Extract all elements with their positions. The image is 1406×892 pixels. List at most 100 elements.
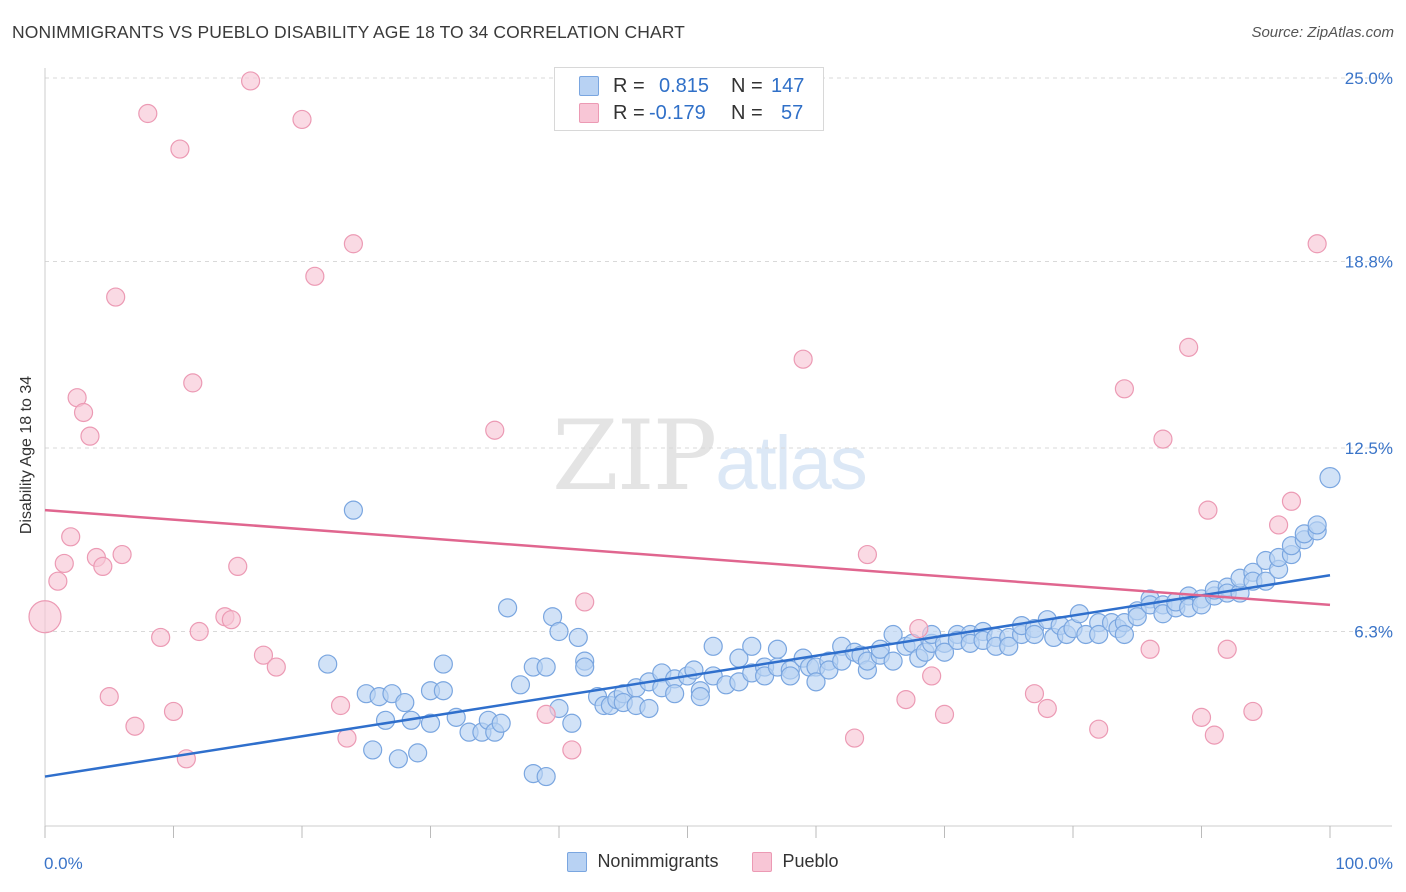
point-nonimmigrants bbox=[1089, 624, 1109, 645]
point-pueblo bbox=[1268, 515, 1289, 535]
point-pueblo bbox=[1024, 684, 1045, 704]
point-pueblo bbox=[1179, 337, 1199, 357]
point-nonimmigrants bbox=[575, 657, 595, 677]
point-pueblo bbox=[112, 544, 132, 565]
legend-label-pueblo: Pueblo bbox=[782, 851, 839, 871]
point-pueblo bbox=[48, 571, 68, 591]
point-nonimmigrants bbox=[1114, 624, 1135, 645]
point-nonimmigrants bbox=[343, 500, 363, 520]
point-pueblo bbox=[1191, 707, 1212, 727]
point-nonimmigrants bbox=[1307, 515, 1327, 535]
legend-label-nonimmigrants: Nonimmigrants bbox=[597, 851, 719, 871]
point-pueblo bbox=[1243, 701, 1263, 722]
correlation-legend: R = 0.815 N = 147 R = -0.179 N = 57 bbox=[554, 67, 824, 131]
point-nonimmigrants bbox=[780, 666, 800, 686]
y-tick-label: 6.3% bbox=[1354, 623, 1393, 642]
legend-item-nonimmigrants: Nonimmigrants bbox=[567, 851, 718, 872]
legend-r-value-pueblo: -0.179 bbox=[649, 101, 706, 124]
y-tick-label: 18.8% bbox=[1345, 253, 1393, 272]
point-nonimmigrants bbox=[1024, 624, 1045, 645]
point-nonimmigrants bbox=[363, 740, 383, 760]
point-nonimmigrants bbox=[999, 636, 1019, 656]
point-nonimmigrants bbox=[665, 684, 685, 704]
point-pueblo bbox=[61, 527, 81, 547]
point-nonimmigrants bbox=[491, 713, 511, 733]
x-tick-label: 0.0% bbox=[44, 854, 83, 873]
point-nonimmigrants bbox=[536, 657, 556, 677]
point-pueblo bbox=[305, 266, 325, 286]
point-pueblo bbox=[1089, 719, 1109, 739]
y-tick-label: 25.0% bbox=[1345, 69, 1393, 88]
point-pueblo bbox=[896, 689, 916, 710]
point-nonimmigrants bbox=[562, 713, 582, 733]
x-tick-label: 100.0% bbox=[1335, 854, 1393, 873]
point-pueblo bbox=[93, 556, 113, 577]
point-pueblo bbox=[125, 716, 145, 736]
point-pueblo bbox=[163, 701, 184, 722]
point-pueblo bbox=[99, 687, 119, 707]
point-pueblo bbox=[106, 287, 126, 307]
point-nonimmigrants bbox=[420, 713, 441, 733]
point-nonimmigrants bbox=[375, 710, 396, 730]
series-legend: Nonimmigrants Pueblo bbox=[0, 851, 1406, 872]
point-nonimmigrants bbox=[934, 642, 955, 662]
y-tick-label: 12.5% bbox=[1345, 439, 1393, 458]
point-nonimmigrants bbox=[433, 681, 453, 701]
point-pueblo bbox=[28, 600, 62, 634]
legend-swatch-nonimmigrants bbox=[567, 851, 588, 872]
point-nonimmigrants bbox=[549, 621, 569, 642]
legend-row-pueblo: R = -0.179 N = 57 bbox=[579, 100, 803, 126]
point-nonimmigrants bbox=[806, 672, 826, 692]
point-nonimmigrants bbox=[318, 654, 338, 674]
point-nonimmigrants bbox=[568, 627, 588, 648]
point-pueblo bbox=[562, 740, 582, 760]
point-pueblo bbox=[151, 627, 171, 648]
point-pueblo bbox=[183, 373, 203, 393]
legend-n-value-pueblo: 57 bbox=[781, 101, 804, 124]
legend-r-value-nonimmigrants: 0.815 bbox=[659, 74, 710, 97]
point-pueblo bbox=[844, 728, 865, 748]
legend-swatch-pueblo bbox=[579, 103, 599, 123]
point-pueblo bbox=[330, 695, 351, 716]
point-nonimmigrants bbox=[536, 766, 556, 787]
point-pueblo bbox=[1140, 639, 1160, 659]
point-nonimmigrants bbox=[703, 636, 723, 656]
point-nonimmigrants bbox=[690, 687, 710, 707]
point-pueblo bbox=[857, 544, 878, 565]
point-pueblo bbox=[1217, 639, 1237, 659]
point-pueblo bbox=[922, 666, 942, 686]
point-nonimmigrants bbox=[1319, 467, 1341, 489]
point-pueblo bbox=[337, 728, 357, 748]
point-nonimmigrants bbox=[883, 651, 903, 671]
point-pueblo bbox=[241, 71, 261, 91]
watermark: ZIPatlas bbox=[552, 400, 868, 512]
point-pueblo bbox=[54, 553, 74, 574]
point-nonimmigrants bbox=[388, 749, 408, 769]
legend-item-pueblo: Pueblo bbox=[752, 851, 839, 872]
point-pueblo bbox=[1153, 429, 1173, 449]
point-nonimmigrants bbox=[1127, 607, 1147, 627]
point-pueblo bbox=[536, 704, 556, 725]
watermark-zip: ZIP bbox=[552, 400, 717, 512]
point-nonimmigrants bbox=[510, 675, 531, 695]
point-pueblo bbox=[1114, 379, 1135, 399]
source-label: Source: ZipAtlas.com bbox=[1251, 24, 1394, 41]
trend-line-pueblo bbox=[44, 508, 1331, 607]
point-pueblo bbox=[189, 621, 209, 642]
point-nonimmigrants bbox=[395, 692, 415, 713]
point-pueblo bbox=[253, 645, 274, 665]
trend-line-nonimmigrants bbox=[44, 574, 1331, 778]
point-nonimmigrants bbox=[767, 639, 788, 659]
legend-n-value-nonimmigrants: 147 bbox=[771, 74, 805, 97]
point-pueblo bbox=[170, 139, 190, 159]
point-pueblo bbox=[793, 349, 813, 369]
watermark-atlas: atlas bbox=[715, 421, 868, 506]
legend-n-label: N = bbox=[731, 101, 763, 124]
point-pueblo bbox=[1198, 500, 1218, 520]
point-nonimmigrants bbox=[639, 698, 659, 719]
legend-n-label: N = bbox=[731, 74, 763, 97]
legend-swatch-nonimmigrants bbox=[579, 76, 599, 96]
chart-title: NONIMMIGRANTS VS PUEBLO DISABILITY AGE 1… bbox=[12, 22, 685, 42]
point-pueblo bbox=[575, 592, 595, 612]
